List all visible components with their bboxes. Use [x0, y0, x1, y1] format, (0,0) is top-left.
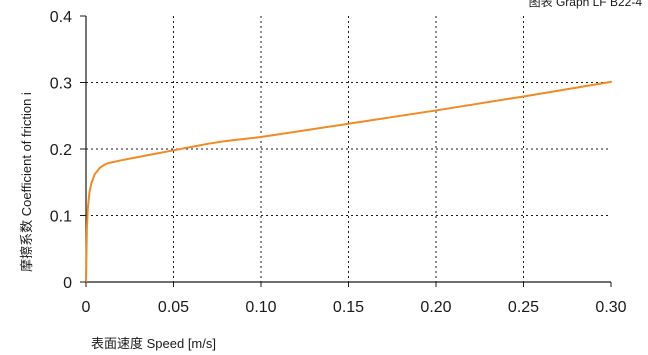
x-tick-label: 0.15 — [333, 299, 364, 316]
x-axis-title: 表面速度 Speed [m/s] — [91, 336, 216, 351]
y-tick-label: 0.3 — [50, 76, 72, 93]
x-tick-label: 0.10 — [245, 299, 276, 316]
x-tick-label: 0.05 — [158, 299, 189, 316]
x-axis-ticks: 0 0.05 0.10 0.15 0.20 0.25 0.30 — [82, 282, 627, 316]
chart-title: 图表 Graph LF B22-4 — [529, 0, 643, 9]
y-tick-label: 0 — [63, 275, 72, 292]
y-tick-label: 0.2 — [50, 142, 72, 159]
x-tick-label: 0.30 — [595, 299, 626, 316]
grid — [86, 16, 611, 282]
series-line — [85, 80, 612, 283]
x-tick-label: 0.20 — [420, 299, 451, 316]
x-tick-label: 0.25 — [508, 299, 539, 316]
series-group — [85, 80, 612, 283]
x-tick-label: 0 — [82, 299, 91, 316]
y-tick-label: 0.4 — [50, 9, 72, 26]
y-axis-title: 摩擦系数 Coefficient of friction i — [19, 92, 34, 272]
y-axis-ticks: 0 0.1 0.2 0.3 0.4 — [50, 9, 86, 292]
y-tick-label: 0.1 — [50, 209, 72, 226]
